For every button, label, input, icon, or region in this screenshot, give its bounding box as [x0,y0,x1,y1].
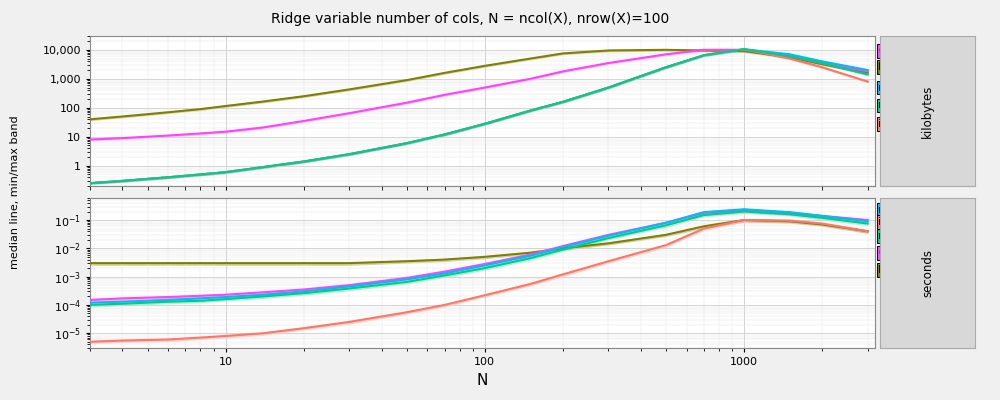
Text: mult+invert: mult+invert [878,205,942,215]
Text: lm.ridge: lm.ridge [878,62,922,72]
X-axis label: N: N [477,372,488,388]
Text: mult+invert: mult+invert [878,82,942,92]
Text: invert: invert [878,217,909,227]
Text: lm.ridge: lm.ridge [878,265,922,275]
Text: QR: QR [878,248,894,258]
Text: seconds: seconds [921,249,934,297]
Text: QR: QR [878,46,894,56]
Text: invert: invert [878,119,909,129]
Text: Ridge variable number of cols, N = ncol(X), nrow(X)=100: Ridge variable number of cols, N = ncol(… [271,12,669,26]
Text: median line, min/max band: median line, min/max band [10,115,20,269]
Text: kilobytes: kilobytes [921,84,934,138]
Text: mult: mult [878,100,902,110]
Text: mult: mult [878,231,902,241]
